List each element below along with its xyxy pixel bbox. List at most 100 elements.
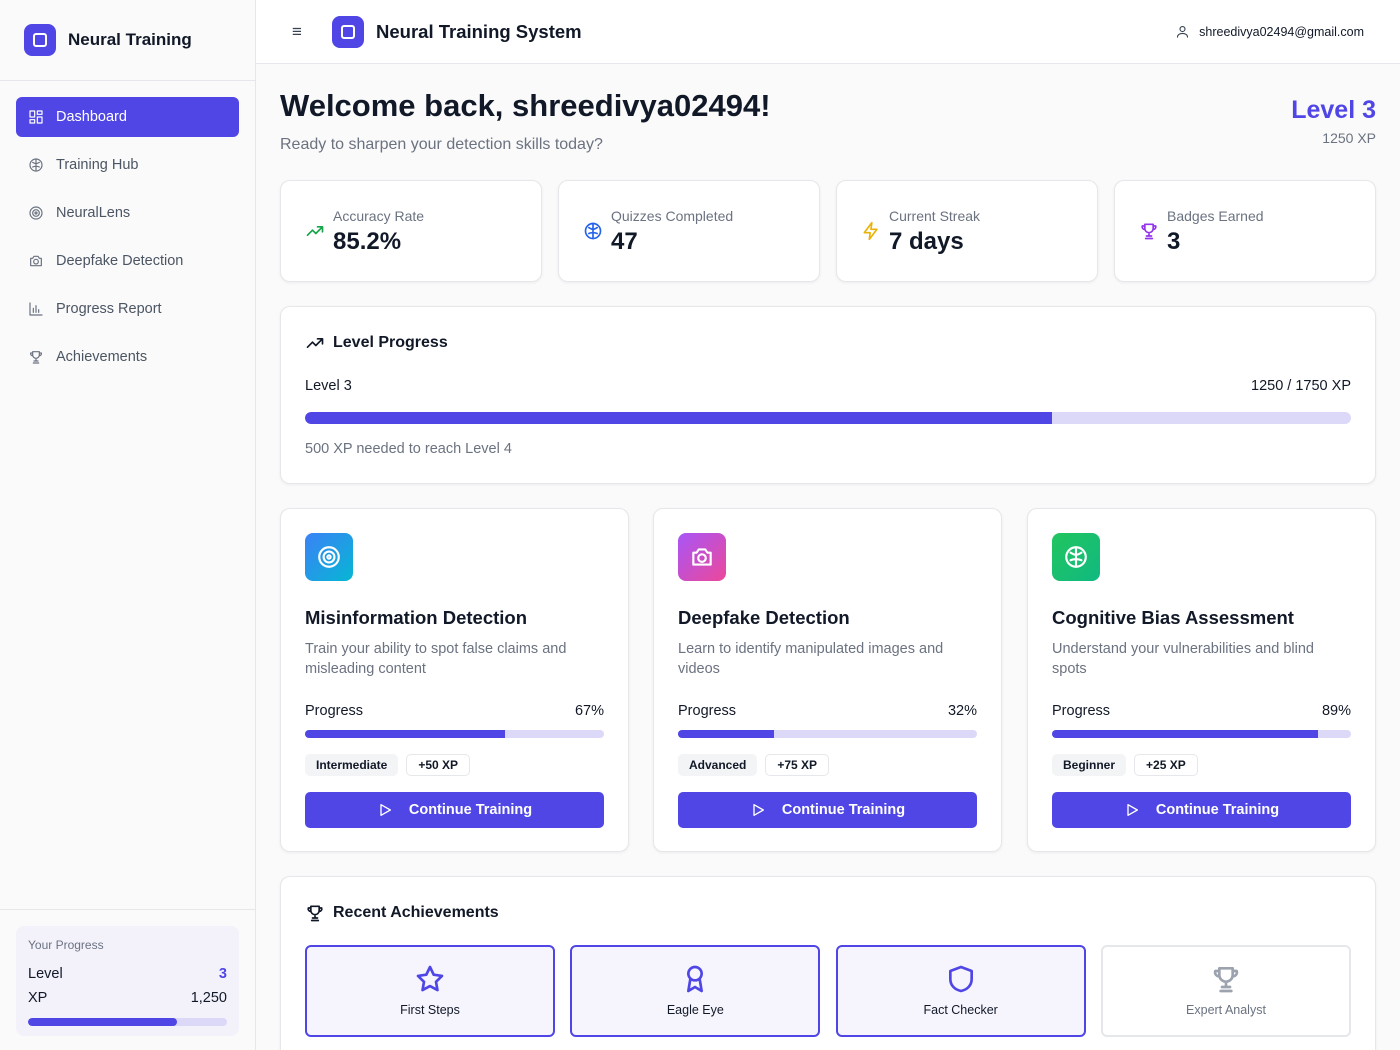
module-progress-fill [678,730,774,738]
module-progress-label: Progress [1052,703,1111,719]
achievements-heading: Recent Achievements [305,903,1351,923]
sidebar-progress-fill [28,1018,178,1026]
achievements-title: Recent Achievements [333,904,499,921]
stat-label: Current Streak [889,208,981,224]
module-icon-tile [1052,533,1100,581]
current-level: Level 3 [1291,96,1376,124]
button-label: Continue Training [408,802,533,818]
module-description: Train your ability to spot false claims … [305,641,567,677]
recent-achievements-card: Recent Achievements First Steps Eagle Ey… [280,876,1376,1050]
award-icon [687,965,704,993]
stat-card-streak: Current Streak 7 days [836,180,1098,282]
level-progress-card: Level Progress Level 3 1250 / 1750 XP 50… [280,306,1376,484]
bar-chart-icon [29,302,43,316]
brain-icon [29,158,43,172]
header-logo-icon [332,15,364,48]
module-progress-row: Progress 67% [305,703,604,719]
sidebar-item-achievements[interactable]: Achievements [16,337,239,377]
menu-icon[interactable]: ≡ [292,21,302,41]
trophy-icon [29,351,43,364]
module-title: Cognitive Bias Assessment [1052,607,1294,628]
shield-icon [948,965,973,993]
sidebar-xp-value: 1,250 [190,990,227,1006]
module-progress-row: Progress 32% [678,703,977,719]
sidebar-item-deepfake-detection[interactable]: Deepfake Detection [16,241,239,281]
level-progress-xp: 1250 / 1750 XP [1251,378,1351,394]
sidebar-item-dashboard[interactable]: Dashboard [16,97,239,137]
sidebar-progress-card: Your Progress Level 3 XP 1,250 [16,926,239,1036]
target-icon [318,546,340,568]
sidebar-progress-bar [28,1018,227,1026]
difficulty-badge: Advanced [678,754,758,776]
level-progress-bar [305,412,1351,424]
stat-label: Accuracy Rate [333,208,425,224]
stat-value: 47 [611,228,638,255]
continue-training-button[interactable]: Continue Training [678,792,977,828]
sidebar-item-progress-report[interactable]: Progress Report [16,289,239,329]
level-progress-heading: Level Progress [305,333,1351,353]
target-icon [29,206,43,220]
stat-card-accuracy: Accuracy Rate 85.2% [280,180,542,282]
module-tags: Beginner +25 XP [1052,754,1351,776]
sidebar-item-label: NeuralLens [56,205,131,221]
achievement-label: Eagle Eye [666,1003,724,1017]
module-progress-label: Progress [678,703,737,719]
sidebar-level-label: Level [28,966,63,982]
play-icon [380,804,391,816]
stat-label: Quizzes Completed [611,208,734,224]
level-progress-level: Level 3 [305,378,352,394]
sidebar: Neural Training Dashboard Training Hub N… [0,0,256,1050]
continue-training-button[interactable]: Continue Training [305,792,604,828]
xp-badge: +75 XP [765,754,830,776]
sidebar-progress-title: Your Progress [28,938,104,952]
user-menu[interactable]: shreedivya02494@gmail.com [1175,24,1364,39]
module-progress-value: 89% [1321,703,1351,719]
level-progress-fill [305,412,1053,424]
page-subtitle: Ready to sharpen your detection skills t… [280,136,603,153]
module-title: Misinformation Detection [305,607,528,628]
module-tags: Intermediate +50 XP [305,754,604,776]
trophy-icon [307,905,323,922]
achievement-badge[interactable]: First Steps [305,945,555,1037]
level-progress-note: 500 XP needed to reach Level 4 [305,441,512,457]
module-progress-fill [305,730,506,738]
achievement-label: First Steps [400,1003,460,1017]
sidebar-xp-row: XP 1,250 [28,986,227,1010]
page-title: Welcome back, shreedivya02494! [280,88,771,123]
stat-label: Badges Earned [1167,208,1264,224]
trophy-icon [1141,223,1157,240]
trending-up-icon [306,338,324,348]
play-icon [1127,804,1138,816]
achievement-badge[interactable]: Eagle Eye [570,945,821,1037]
module-tags: Advanced +75 XP [678,754,977,776]
user-email: shreedivya02494@gmail.com [1199,24,1364,39]
module-description: Understand your vulnerabilities and blin… [1052,641,1314,677]
lightning-icon [863,221,878,241]
achievement-badge[interactable]: Fact Checker [835,945,1086,1037]
module-progress-label: Progress [305,703,364,719]
module-progress-bar [305,730,604,738]
sidebar-item-label: Dashboard [56,109,127,125]
top-header: ≡ Neural Training System shreedivya02494… [256,0,1400,64]
module-progress-bar [1052,730,1351,738]
module-card-deepfake: Deepfake Detection Learn to identify man… [653,508,1002,852]
sidebar-item-training-hub[interactable]: Training Hub [16,145,239,185]
button-label: Continue Training [781,802,906,818]
achievement-badge-locked[interactable]: Expert Analyst [1100,945,1351,1037]
brain-icon [584,222,602,240]
brain-icon [1065,546,1087,568]
difficulty-badge: Intermediate [305,754,399,776]
module-title: Deepfake Detection [678,607,850,628]
current-xp: 1250 XP [1322,130,1376,146]
difficulty-badge: Beginner [1052,754,1127,776]
sidebar-footer: Your Progress Level 3 XP 1,250 [0,909,255,1050]
continue-training-button[interactable]: Continue Training [1052,792,1351,828]
camera-icon [692,548,712,566]
sidebar-brand[interactable]: Neural Training [0,0,255,81]
app-logo-icon [24,24,56,56]
stat-card-quizzes: Quizzes Completed 47 [558,180,820,282]
achievement-label: Expert Analyst [1186,1003,1266,1017]
module-progress-row: Progress 89% [1052,703,1351,719]
sidebar-item-neurallens[interactable]: NeuralLens [16,193,239,233]
achievement-label: Fact Checker [923,1003,998,1017]
